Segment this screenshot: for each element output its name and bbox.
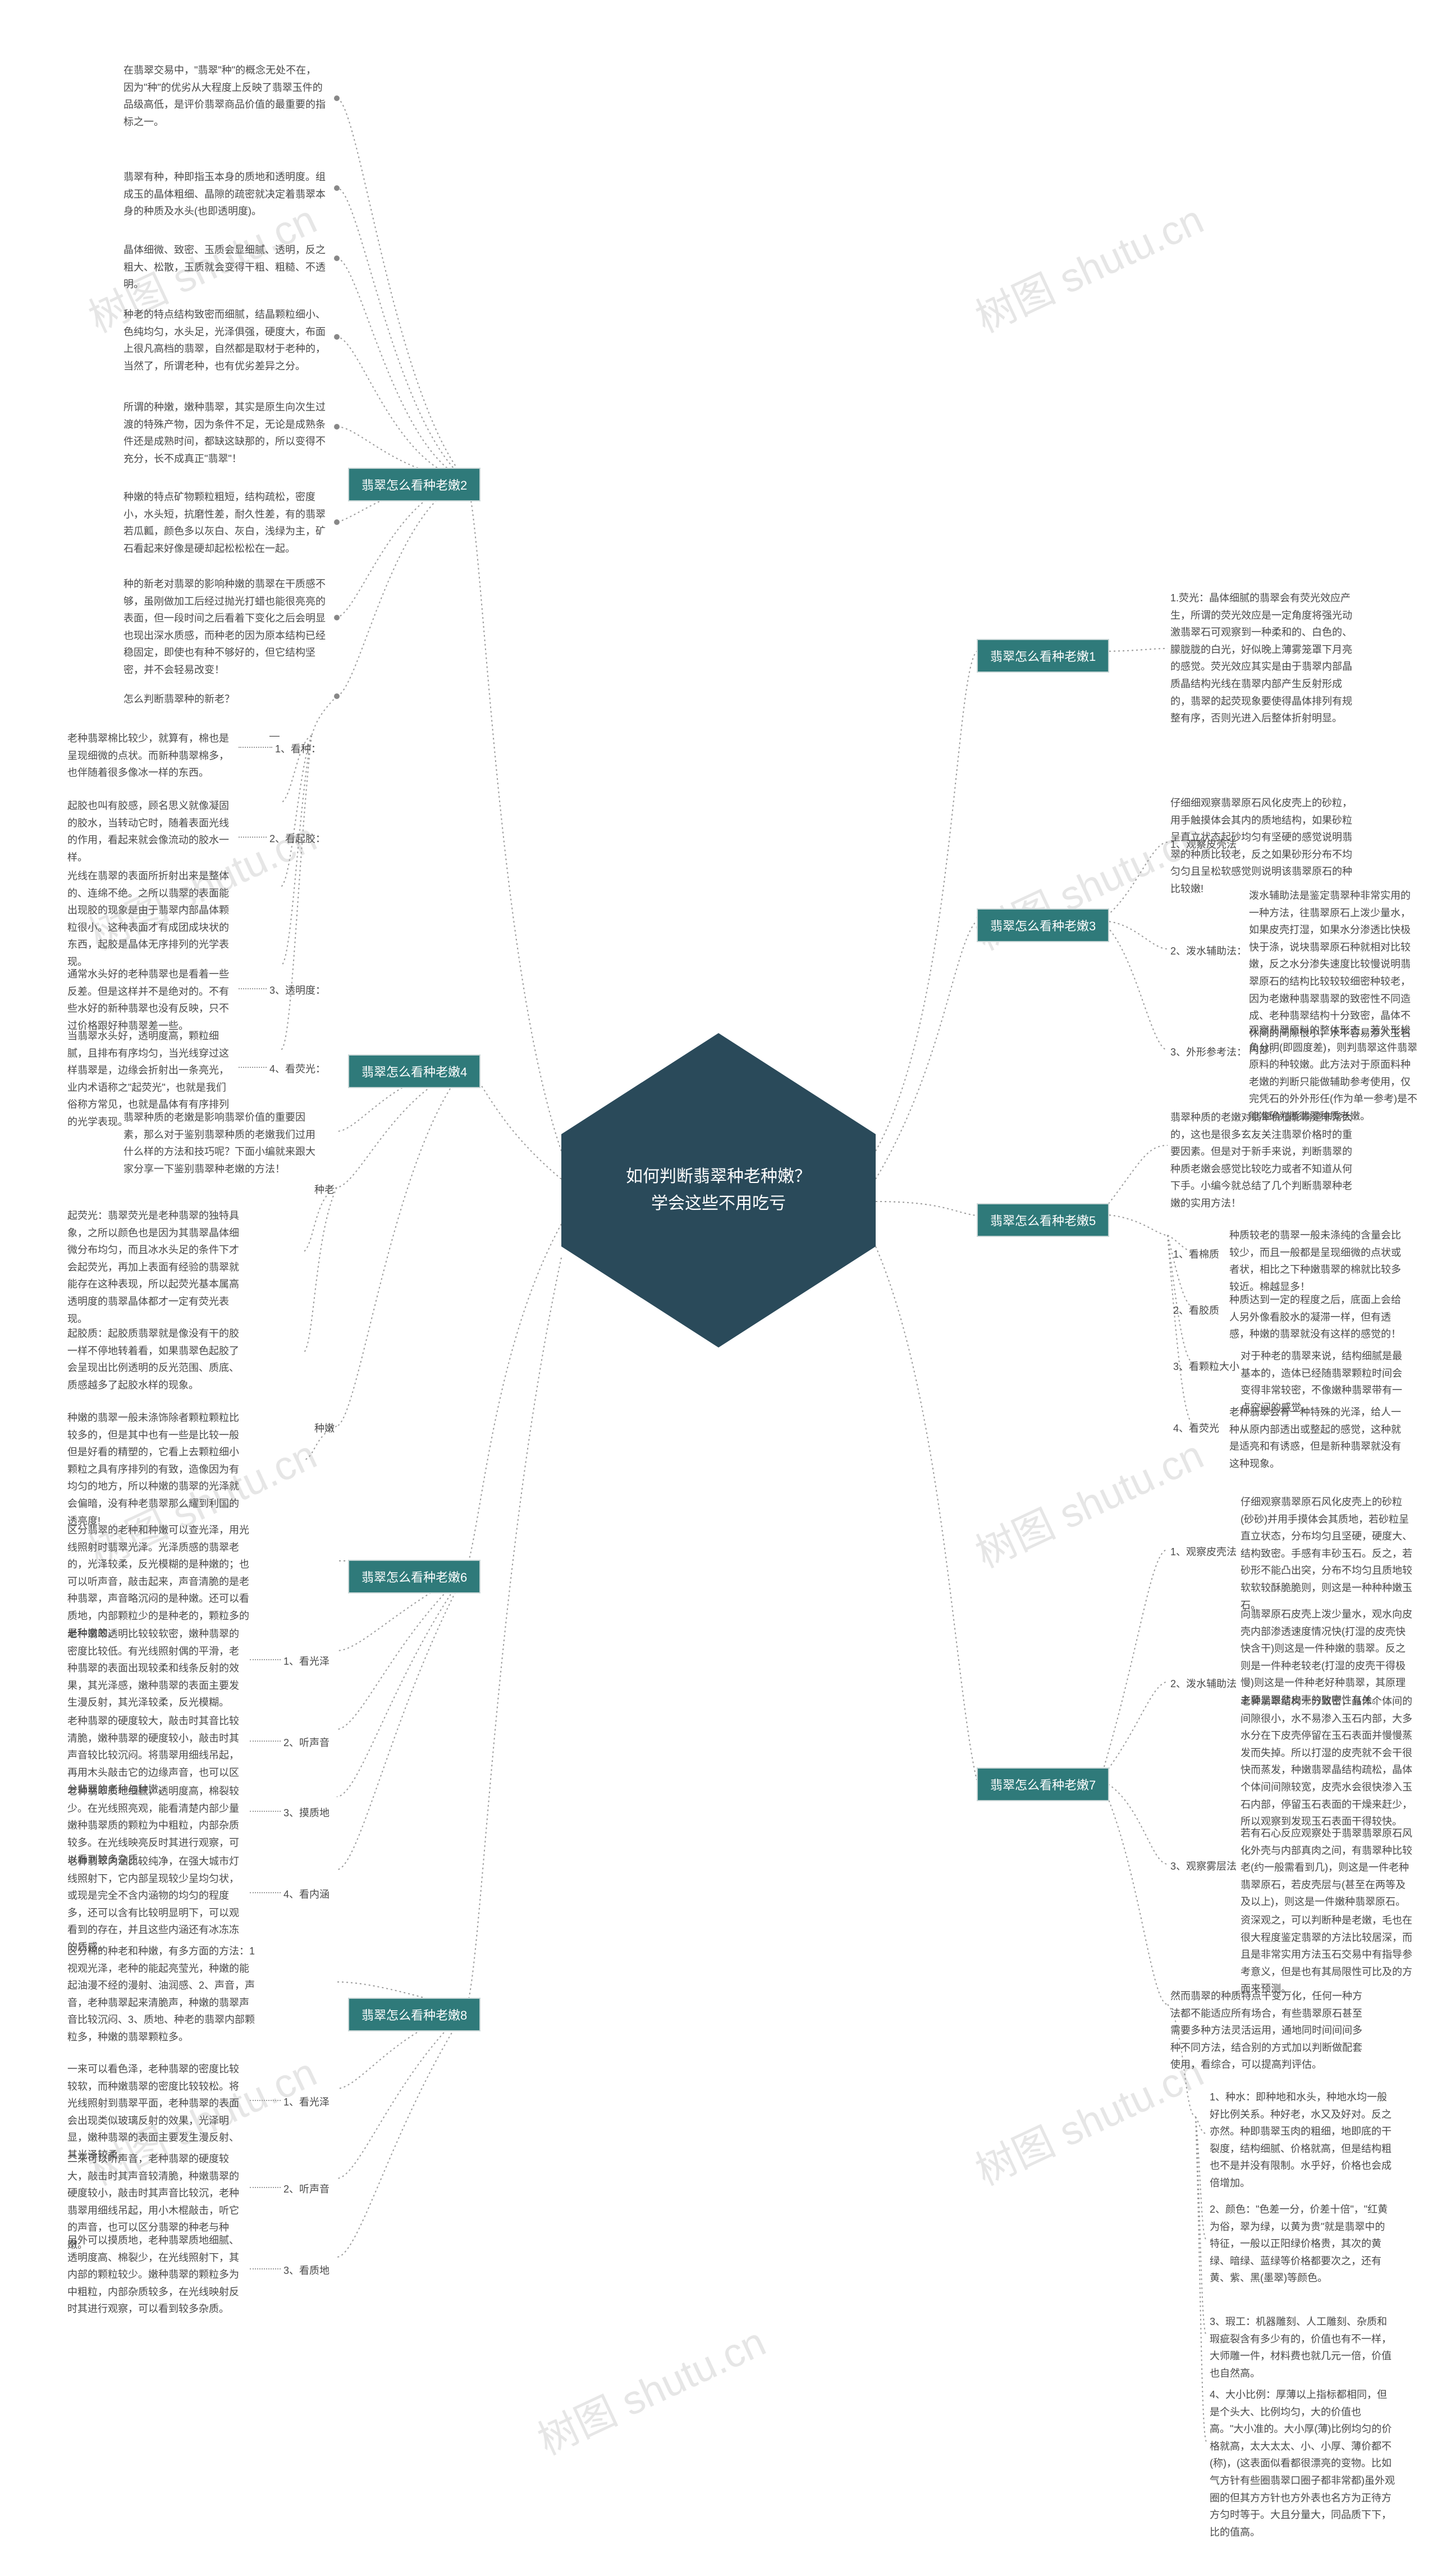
minor-5-1: 1、看棉质 xyxy=(1173,1246,1219,1261)
minor-6-2: 2、听声音 xyxy=(283,1735,329,1750)
note-1-1: 1.荧光：晶体细腻的翡翠会有荧光效应产生，所谓的荧光效应是一定角度将强光动激翡翠… xyxy=(1170,590,1361,727)
mindmap-canvas: 树图 shutu.cn 树图 shutu.cn 树图 shutu.cn 树图 s… xyxy=(0,0,1437,2576)
note-2-11: 光线在翡翠的表面所折射出来是整体的、连绵不绝。之所以翡翠的表面能出现胶的现象是由… xyxy=(67,867,236,971)
center-line1: 如何判断翡翠种老种嫩？ xyxy=(626,1163,811,1190)
minor-7-2: 2、泼水辅助法 xyxy=(1170,1676,1237,1691)
note-7-3a: 若有石心反应观察处于翡翠翡翠原石风化外壳与内部真肉之间，有翡翠种比较老(约一般需… xyxy=(1241,1825,1415,1911)
branch-3: 翡翠怎么看种老嫩3 xyxy=(977,908,1109,942)
center-node: 如何判断翡翠种老种嫩？ 学会这些不用吃亏 xyxy=(561,1033,876,1348)
note-7-l1: 1、种水：即种地和水头，种地水均一般好比例关系。种好老，水又及好对。反之亦然。种… xyxy=(1210,2089,1395,2192)
minor-6-4: 4、看内涵 xyxy=(283,1887,329,1901)
note-7-l2: 2、颜色："色差一分，价差十倍"，"红黄为俗，翠为绿，以黄为贵"就是翡翠中的特征… xyxy=(1210,2201,1395,2287)
minor-2qj: 2、看起胶： xyxy=(269,831,326,846)
note-7-3b: 资深观之，可以判断种是老嫩，毛也在很大程度鉴定翡翠的方法比较居深，而且是非常实用… xyxy=(1241,1912,1415,1998)
note-8-1: 区分棉的种老和种嫩，有多方面的方法：1视观光泽，老种的能起亮莹光，种嫩的能起油漫… xyxy=(67,1943,258,2046)
minor-3-ps: 2、泼水辅助法： xyxy=(1170,943,1247,958)
note-7-2b: 老种翡翠结构十分致密，晶体个体间的间隙很小，水不易渗入玉石内部，大多水分在下皮壳… xyxy=(1241,1693,1415,1830)
note-6-5: 老种翡翠内涵比较纯净，在强大城市灯线照射下，它内部呈现较少呈均匀状，或现是完全不… xyxy=(67,1853,247,1956)
endpoint-dot xyxy=(334,424,340,430)
endpoint-dot xyxy=(334,334,340,340)
note-4-3: 起胶质：起胶质翡翠就是像没有干的胶一样不停地转着看，如果翡翠色起胶了会呈现出比例… xyxy=(67,1325,247,1394)
note-2-10: 起胶也叫有胶感，顾名思义就像凝固的胶水，当转动它时，随着表面光线的作用，看起来就… xyxy=(67,797,236,866)
center-title: 如何判断翡翠种老种嫩？ 学会这些不用吃亏 xyxy=(561,1134,876,1246)
minor-3tmd: 3、透明度： xyxy=(269,983,326,997)
note-4-4: 种嫩的翡翠一般未涤饰除者颗粒颗粒比较多的，但是其中也有一些是比较一般但是好看的精… xyxy=(67,1409,247,1529)
branch-7: 翡翠怎么看种老嫩7 xyxy=(977,1767,1109,1801)
note-2-7: 种的新老对翡翠的影响种嫩的翡翠在干质感不够，虽刚做加工后经过抛光打蜡也能很亮亮的… xyxy=(123,576,326,679)
center-bottom-triangle xyxy=(561,1246,876,1348)
branch-6: 翡翠怎么看种老嫩6 xyxy=(348,1560,480,1593)
note-2-9: 老种翡翠棉比较少，就算有，棉也是呈现细微的点状。而新种翡翠棉多，也伴随着很多像冰… xyxy=(67,730,236,782)
connector xyxy=(239,837,267,838)
note-2-2: 翡翠有种，种即指玉本身的质地和透明度。组成玉的晶体粗细、晶隙的疏密就决定着翡翠本… xyxy=(123,168,326,220)
minor-7-1: 1、观察皮壳法 xyxy=(1170,1544,1237,1559)
minor-5-2: 2、看胶质 xyxy=(1173,1303,1219,1317)
note-8-2: 一来可以看色泽，老种翡翠的密度比较较软，而种嫩翡翠的密度比较较松。将光线照射到翡… xyxy=(67,2061,247,2164)
connector xyxy=(239,988,267,989)
connector xyxy=(239,1067,267,1068)
note-3-1: 仔细细观察翡翠原石风化皮壳上的砂粒，用手触摸体会其内的质地结构，如果砂粒呈直立状… xyxy=(1170,794,1361,898)
connector xyxy=(239,747,272,748)
connector xyxy=(250,1811,281,1812)
connector xyxy=(250,2268,281,2269)
branch-8: 翡翠怎么看种老嫩8 xyxy=(348,1998,480,2031)
center-top-triangle xyxy=(561,1033,876,1134)
connector xyxy=(250,1659,281,1660)
minor-3-wx: 3、外形参考法： xyxy=(1170,1044,1247,1059)
watermark: 树图 shutu.cn xyxy=(964,187,1211,344)
connector xyxy=(250,1892,281,1893)
connector xyxy=(250,2100,281,2101)
endpoint-dot xyxy=(334,519,340,525)
note-5-1: 种质较老的翡翠一般未涤纯的含量会比较少，而且一般都是呈现细微的点状或者状，相比之… xyxy=(1229,1227,1403,1295)
note-7-l3: 3、瑕工：机器雕刻、人工雕刻、杂质和瑕疵裂含有多少有的，价值也有不一样，大师雕一… xyxy=(1210,2313,1395,2382)
note-8-4: 另外可以摸质地，老种翡翠质地细腻、透明度高、棉裂少，在光线照射下，其内部的颗粒较… xyxy=(67,2232,247,2318)
note-5-2: 种质达到一定的程度之后，底面上会给人另外像看胶水的凝滞一样，但有透感，种嫩的翡翠… xyxy=(1229,1291,1403,1343)
minor-5-3: 3、看颗粒大小 xyxy=(1173,1359,1239,1373)
note-2-6: 种嫩的特点矿物颗粒粗短，结构疏松，密度小，水头短，抗磨性差，耐久性差，有的翡翠若… xyxy=(123,488,326,557)
note-5-4: 老种翡翠会有一种特殊的光泽，给人一种从原内部透出或整起的感觉，这种就是适亮和有诱… xyxy=(1229,1404,1403,1472)
note-7-l4: 4、大小比例：厚薄以上指标都相同，但是个头大、比例均匀，大的价值也高。"大小准的… xyxy=(1210,2386,1395,2541)
note-2-12: 通常水头好的老种翡翠也是看着一些反差。但是这样并不是绝对的。不有些水好的新种翡翠… xyxy=(67,966,236,1034)
minor-4yg: 4、看荧光： xyxy=(269,1061,326,1076)
endpoint-dot xyxy=(334,95,340,101)
endpoint-dot xyxy=(334,185,340,191)
minor-6-3: 3、摸质地 xyxy=(283,1805,329,1820)
branch-4: 翡翠怎么看种老嫩4 xyxy=(348,1054,480,1088)
minor-kanzhong: — xyxy=(269,730,280,742)
note-4-1: 翡翠种质的老嫩是影响翡翠价值的重要因素，那么对于鉴别翡翠种质的老嫩我们过用什么样… xyxy=(123,1109,320,1177)
minor-5-4: 4、看荧光 xyxy=(1173,1421,1219,1435)
watermark: 树图 shutu.cn xyxy=(527,2309,774,2467)
note-2-5: 所谓的种嫩，嫩种翡翠，其实是原生向次生过渡的特殊产物，因为条件不足，无论是成熟条… xyxy=(123,399,326,467)
note-2-8: 怎么判断翡翠种的新老？ xyxy=(123,691,247,708)
endpoint-dot xyxy=(334,693,340,699)
center-line2: 学会这些不用吃亏 xyxy=(626,1190,811,1217)
connector xyxy=(250,1741,281,1742)
endpoint-dot xyxy=(334,255,340,261)
minor-8-1: 1、看光泽 xyxy=(283,2094,329,2109)
branch-1: 翡翠怎么看种老嫩1 xyxy=(977,639,1109,673)
note-5-0: 翡翠种质的老嫩对翡翠价值影响是非常大的，这也是很多玄友关注翡翠价格时的重要因素。… xyxy=(1170,1109,1361,1212)
minor-8-3: 3、看质地 xyxy=(283,2263,329,2277)
minor-zhongnen: 种嫩 xyxy=(314,1421,335,1435)
note-6-1: 区分翡翠的老种和种嫩可以查光泽，用光线照射时翡翠光泽。光泽质感的翡翠老的，光泽较… xyxy=(67,1522,258,1642)
endpoint-dot xyxy=(334,615,340,620)
note-6-2: 老种翡翠透明比较较软密，嫩种翡翠的密度比较低。有光线照射偶的平滑，老种翡翠的表面… xyxy=(67,1625,247,1711)
note-2-4: 种老的特点结构致密而细腻，结晶颗粒细小、色纯均匀，水头足，光泽俱强，硬度大，布面… xyxy=(123,306,326,374)
branch-2: 翡翠怎么看种老嫩2 xyxy=(348,468,480,501)
minor-7-3: 3、观察雾层法 xyxy=(1170,1858,1237,1873)
note-4-2: 起荧光：翡翠荧光是老种翡翠的独特具象，之所以颜色也是因为其翡翠晶体细微分布均匀，… xyxy=(67,1207,247,1327)
branch-5: 翡翠怎么看种老嫩5 xyxy=(977,1203,1109,1237)
note-2-1: 在翡翠交易中，"翡翠"种"的概念无处不在，因为"种"的优劣从大程度上反映了翡翠玉… xyxy=(123,62,326,130)
minor-1see: 1、看种： xyxy=(275,741,321,756)
minor-6-1: 1、看光泽 xyxy=(283,1654,329,1668)
note-2-3: 晶体细微、致密、玉质会显细腻、透明，反之粗大、松散，玉质就会变得干粗、粗糙、不透… xyxy=(123,241,326,293)
connector xyxy=(250,2187,281,2188)
minor-8-2: 2、听声音 xyxy=(283,2181,329,2196)
note-7-4: 然而翡翠的种质特点千变万化，任何一种方法都不能适应所有场合，有些翡翠原石甚至需要… xyxy=(1170,1988,1367,2073)
minor-zhonglao: 种老 xyxy=(314,1182,335,1196)
note-7-1: 仔细观察翡翠原石风化皮壳上的砂粒(砂砂)并用手摸体会其质地，若砂粒呈直立状态，分… xyxy=(1241,1493,1415,1614)
